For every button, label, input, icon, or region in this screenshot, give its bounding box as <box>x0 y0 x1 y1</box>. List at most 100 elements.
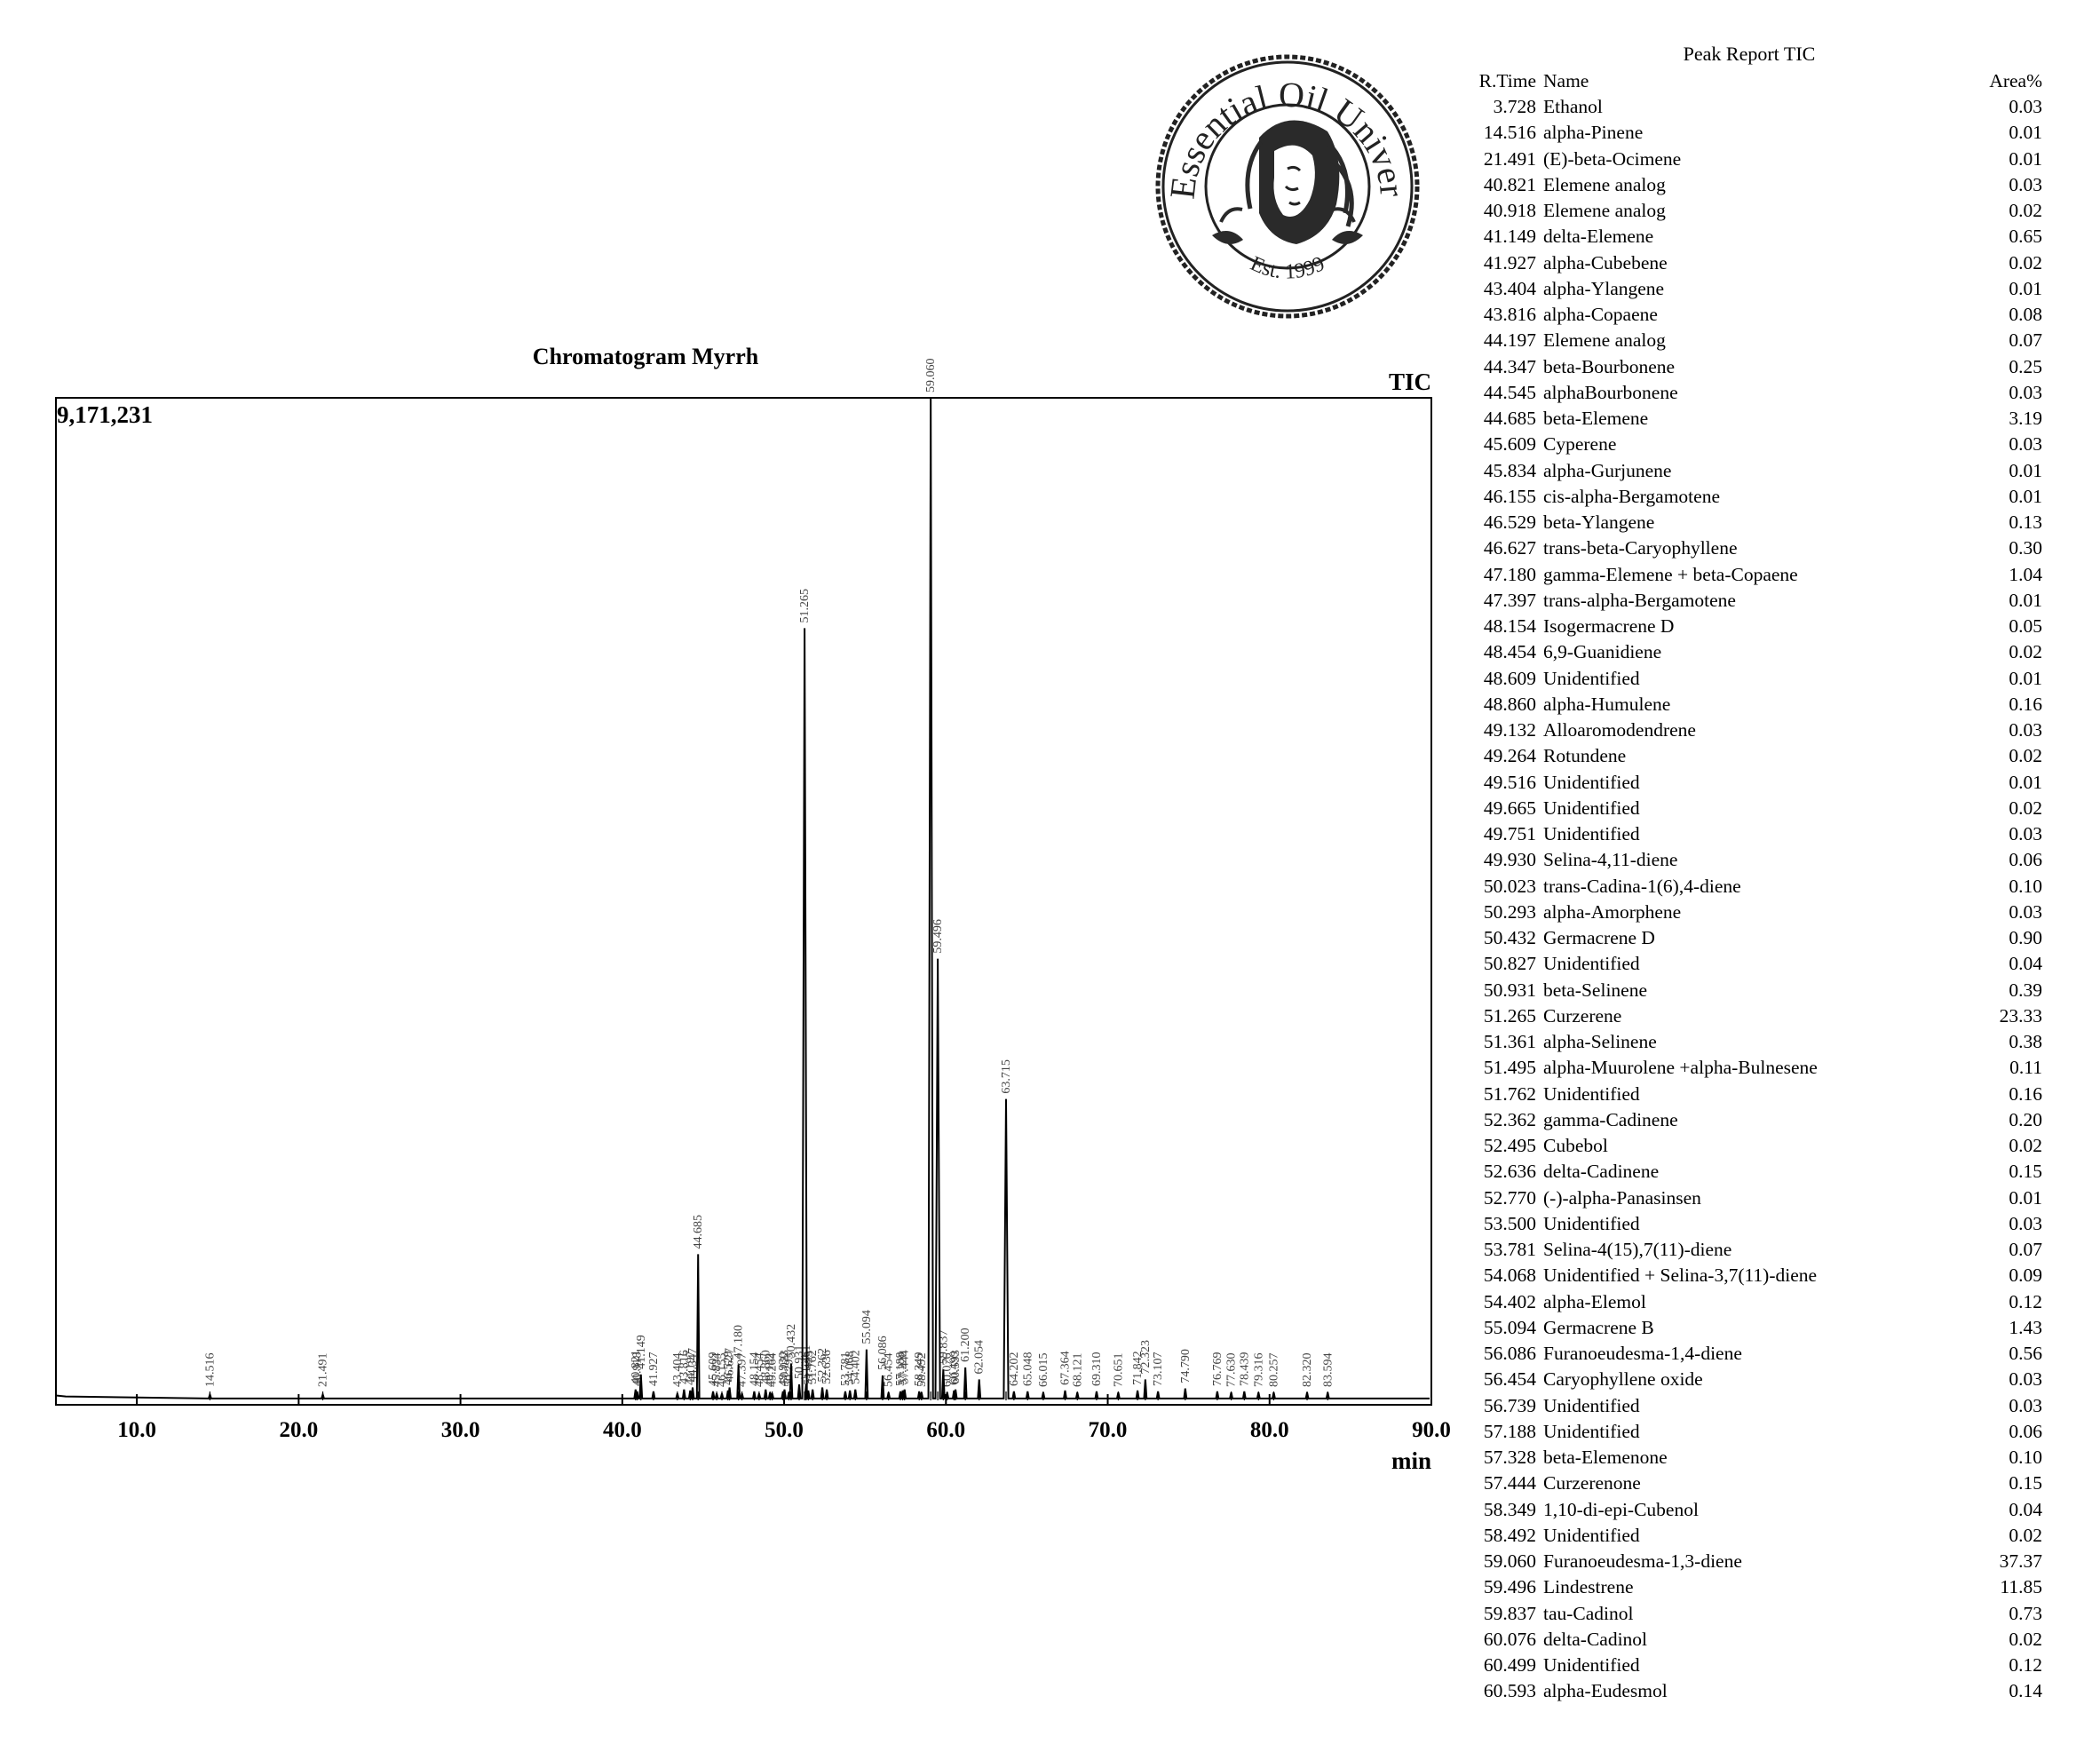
cell-name: delta-Cadinol <box>1543 1628 1648 1650</box>
cell-rtime: 40.821 <box>1483 173 1536 195</box>
table-row: 40.918 Elemene analog 0.02 <box>1456 200 2042 226</box>
table-row: 54.402 alpha-Elemol 0.12 <box>1456 1291 2042 1317</box>
table-row: 48.609 Unidentified 0.01 <box>1456 668 2042 694</box>
peak-label: 21.491 <box>317 1353 330 1388</box>
cell-name: Unidentified <box>1543 797 1640 819</box>
peak-label: 83.594 <box>1321 1353 1335 1388</box>
peak-label: 52.362 <box>816 1348 829 1383</box>
peak-label: 47.180 <box>733 1325 746 1360</box>
cell-rtime: 49.930 <box>1483 849 1536 871</box>
peak-label: 52.636 <box>820 1350 834 1384</box>
cell-rtime: 54.402 <box>1483 1290 1536 1312</box>
table-row: 50.432 Germacrene D 0.90 <box>1456 927 2042 953</box>
cell-name: alpha-Cubebene <box>1543 251 1668 274</box>
cell-area: 0.56 <box>2009 1343 2042 1364</box>
table-row: 57.188 Unidentified 0.06 <box>1456 1421 2042 1447</box>
peak-label: 49.132 <box>764 1353 777 1388</box>
cell-area: 0.07 <box>2009 329 2042 352</box>
peak-label: 45.609 <box>707 1352 720 1386</box>
peak-label: 69.310 <box>1090 1352 1104 1386</box>
peak-label: 60.499 <box>947 1351 961 1385</box>
cell-rtime: 47.180 <box>1483 563 1536 585</box>
peak-label: 48.860 <box>759 1350 773 1384</box>
cell-area: 0.06 <box>2009 849 2042 871</box>
cell-name: Unidentified <box>1543 1654 1640 1676</box>
table-row: 47.180 gamma-Elemene + beta-Copaene 1.04 <box>1456 564 2042 590</box>
x-tick-label: 60.0 <box>926 1418 965 1442</box>
cell-area: 0.03 <box>2009 433 2042 456</box>
signal-label: TIC <box>1389 369 1431 395</box>
report-header-row: R.Time Name Area% <box>1456 70 2042 96</box>
table-row: 58.349 1,10-di-epi-Cubenol 0.04 <box>1456 1499 2042 1525</box>
cell-area: 37.37 <box>1999 1550 2042 1572</box>
cell-name: alpha-Humulene <box>1543 693 1671 715</box>
cell-area: 0.06 <box>2009 1420 2042 1442</box>
peak-label: 43.404 <box>671 1353 685 1388</box>
table-row: 52.495 Cubebol 0.02 <box>1456 1135 2042 1161</box>
cell-name: Curzerene <box>1543 1004 1622 1027</box>
cell-name: Elemene analog <box>1543 329 1666 352</box>
cell-rtime: 47.397 <box>1483 589 1536 611</box>
cell-name: trans-beta-Caryophyllene <box>1543 537 1738 559</box>
cell-name: gamma-Cadinene <box>1543 1108 1678 1130</box>
table-row: 48.454 6,9-Guanidiene 0.02 <box>1456 641 2042 667</box>
peak-label: 53.781 <box>839 1352 852 1386</box>
cell-rtime: 54.068 <box>1483 1264 1536 1287</box>
cell-area: 0.10 <box>2009 875 2042 897</box>
cell-rtime: 50.023 <box>1483 875 1536 897</box>
table-row: 52.362 gamma-Cadinene 0.20 <box>1456 1109 2042 1135</box>
cell-area: 0.05 <box>2009 615 2042 637</box>
cell-name: Germacrene D <box>1543 927 1655 948</box>
peak-label: 46.627 <box>724 1348 737 1383</box>
cell-rtime: 43.404 <box>1483 277 1536 299</box>
peak-label: 78.439 <box>1238 1352 1251 1386</box>
table-row: 60.076 delta-Cadinol 0.02 <box>1456 1629 2042 1654</box>
peak-label: 51.265 <box>798 589 812 623</box>
peak-label: 54.068 <box>844 1351 857 1385</box>
peak-label: 56.086 <box>876 1336 890 1370</box>
peak-label: 71.842 <box>1131 1351 1145 1385</box>
cell-rtime: 53.781 <box>1483 1239 1536 1260</box>
tic-trace <box>55 397 1430 1399</box>
cell-rtime: 60.076 <box>1483 1628 1536 1650</box>
cell-name: Unidentified <box>1543 1212 1640 1234</box>
cell-rtime: 46.627 <box>1483 537 1536 559</box>
plot-frame <box>55 397 1432 1406</box>
cell-name: Elemene analog <box>1543 200 1666 221</box>
cell-name: beta-Elemene <box>1543 408 1649 429</box>
table-row: 56.739 Unidentified 0.03 <box>1456 1395 2042 1421</box>
cell-rtime: 44.685 <box>1483 408 1536 429</box>
cell-area: 0.03 <box>2009 381 2042 403</box>
peak-label: 76.769 <box>1211 1352 1224 1386</box>
cell-area: 0.01 <box>2009 1186 2042 1209</box>
cell-rtime: 41.927 <box>1483 251 1536 274</box>
cell-area: 0.09 <box>2009 1264 2042 1287</box>
table-row: 44.347 beta-Bourbonene 0.25 <box>1456 356 2042 382</box>
cell-name: beta-Bourbonene <box>1543 355 1676 377</box>
cell-area: 0.02 <box>2009 641 2042 663</box>
cell-rtime: 58.492 <box>1483 1524 1536 1546</box>
cell-name: Ethanol <box>1543 96 1603 117</box>
cell-name: beta-Selinene <box>1543 979 1648 1001</box>
cell-name: Cubebol <box>1543 1135 1608 1156</box>
cell-rtime: 49.264 <box>1483 745 1536 767</box>
cell-name: Isogermacrene D <box>1543 615 1675 637</box>
cell-rtime: 43.816 <box>1483 304 1536 325</box>
table-row: 57.328 beta-Elemenone 0.10 <box>1456 1447 2042 1472</box>
cell-name: alpha-Copaene <box>1543 304 1658 325</box>
cell-rtime: 48.154 <box>1483 615 1536 637</box>
peak-label: 56.454 <box>883 1353 896 1388</box>
peak-label: 14.516 <box>203 1353 217 1388</box>
cell-rtime: 56.086 <box>1483 1343 1536 1364</box>
x-tick-label: 90.0 <box>1412 1418 1451 1442</box>
table-row: 56.454 Caryophyllene oxide 0.03 <box>1456 1368 2042 1394</box>
col-header-area: Area% <box>1989 70 2042 91</box>
x-tick-label: 10.0 <box>117 1418 156 1442</box>
cell-name: Unidentified <box>1543 1082 1640 1105</box>
table-row: 52.770 (-)-alpha-Panasinsen 0.01 <box>1456 1187 2042 1213</box>
cell-area: 0.01 <box>2009 147 2042 170</box>
cell-name: (E)-beta-Ocimene <box>1543 147 1682 170</box>
peak-label: 49.930 <box>777 1352 790 1386</box>
cell-area: 0.30 <box>2009 537 2042 559</box>
cell-name: beta-Ylangene <box>1543 511 1655 533</box>
